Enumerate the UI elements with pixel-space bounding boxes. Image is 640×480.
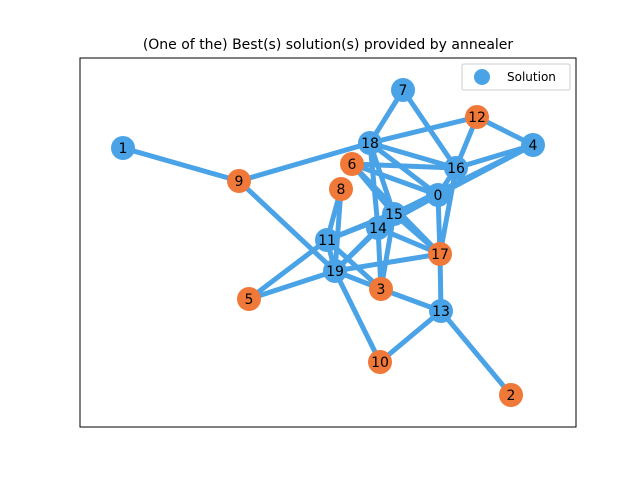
node-label: 16	[447, 161, 465, 177]
node-label: 19	[326, 264, 344, 280]
node-label: 5	[245, 292, 254, 308]
edge-13-10	[377, 308, 444, 365]
node-label: 0	[434, 188, 443, 204]
node-3: 3	[369, 277, 393, 301]
edge-9-19	[236, 178, 338, 274]
node-label: 11	[318, 233, 336, 249]
node-8: 8	[329, 177, 353, 201]
edge-16-17	[437, 165, 459, 257]
node-circle	[368, 350, 392, 374]
node-5: 5	[237, 287, 261, 311]
node-2: 2	[499, 383, 523, 407]
node-18: 18	[358, 131, 382, 155]
edge-15-3	[378, 211, 397, 292]
edge-6-16	[349, 161, 459, 171]
edge-11-3	[324, 237, 384, 292]
node-label: 4	[529, 138, 538, 154]
node-17: 17	[428, 242, 452, 266]
node-circle	[237, 287, 261, 311]
node-label: 2	[507, 388, 516, 404]
legend-box	[461, 63, 571, 91]
node-circle	[382, 202, 406, 226]
edge-7-16	[400, 87, 459, 171]
edge-19-10	[332, 268, 383, 365]
legend: Solution	[461, 63, 571, 91]
node-label: 15	[385, 207, 403, 223]
chart-title: (One of the) Best(s) solution(s) provide…	[143, 37, 514, 53]
edge-9-18	[236, 140, 373, 184]
node-circle	[444, 156, 468, 180]
edge-18-0	[367, 140, 441, 198]
node-10: 10	[368, 350, 392, 374]
node-label: 17	[431, 247, 449, 263]
node-label: 14	[369, 221, 387, 237]
node-label: 13	[432, 304, 450, 320]
node-12: 12	[465, 105, 489, 129]
node-1: 1	[111, 136, 135, 160]
node-circle	[391, 78, 415, 102]
node-circle	[366, 216, 390, 240]
node-label: 18	[361, 136, 379, 152]
node-circle	[329, 177, 353, 201]
node-label: 12	[468, 110, 486, 126]
edge-8-19	[332, 186, 344, 274]
node-7: 7	[391, 78, 415, 102]
node-circle	[428, 242, 452, 266]
node-label: 8	[337, 182, 346, 198]
node-label: 10	[371, 355, 389, 371]
node-circle	[429, 299, 453, 323]
node-label: 1	[119, 141, 128, 157]
node-9: 9	[227, 169, 251, 193]
node-13: 13	[429, 299, 453, 323]
node-circle	[499, 383, 523, 407]
plot-frame	[79, 57, 577, 428]
edge-1-9	[120, 145, 242, 184]
node-circle	[369, 277, 393, 301]
node-circle	[358, 131, 382, 155]
node-circle	[521, 133, 545, 157]
node-circle	[111, 136, 135, 160]
node-circle	[323, 259, 347, 283]
node-label: 7	[399, 83, 408, 99]
edge-18-16	[367, 140, 459, 171]
node-circle	[465, 105, 489, 129]
edge-6-0	[349, 161, 441, 198]
legend-label: Solution	[507, 70, 556, 84]
node-11: 11	[315, 228, 339, 252]
node-circle	[426, 183, 450, 207]
edge-18-12	[367, 114, 480, 146]
node-label: 9	[235, 174, 244, 190]
node-label: 6	[348, 157, 357, 173]
node-label: 3	[377, 282, 386, 298]
node-19: 19	[323, 259, 347, 283]
edge-19-5	[246, 268, 338, 302]
edge-19-17	[332, 251, 443, 274]
node-0: 0	[426, 183, 450, 207]
node-15: 15	[382, 202, 406, 226]
legend-marker-icon	[474, 69, 490, 85]
node-circle	[315, 228, 339, 252]
edge-11-5	[246, 237, 330, 302]
edge-13-2	[438, 308, 514, 398]
node-circle	[340, 152, 364, 176]
node-4: 4	[521, 133, 545, 157]
node-14: 14	[366, 216, 390, 240]
node-16: 16	[444, 156, 468, 180]
node-circle	[227, 169, 251, 193]
node-6: 6	[340, 152, 364, 176]
